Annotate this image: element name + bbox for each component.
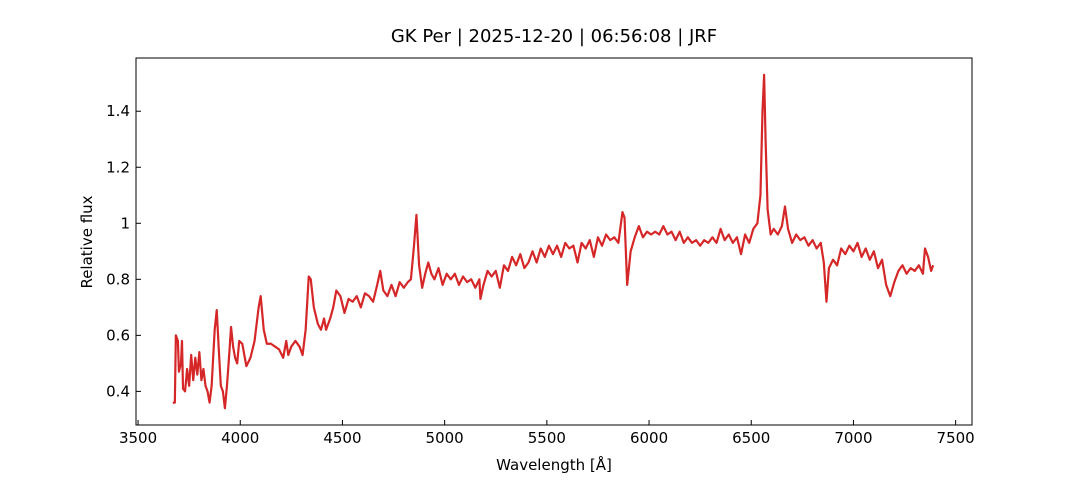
y-tick-label: 1.4 bbox=[106, 102, 130, 120]
plot-frame bbox=[135, 57, 973, 426]
y-tick-label: 1.2 bbox=[106, 158, 130, 176]
x-tick-label: 7500 bbox=[937, 429, 975, 447]
y-tick-label: 1 bbox=[120, 214, 130, 232]
x-tick-label: 3500 bbox=[119, 429, 157, 447]
y-tick-label: 0.8 bbox=[106, 270, 130, 288]
spectrum-line bbox=[172, 73, 935, 410]
y-tick-label: 0.6 bbox=[106, 326, 130, 344]
x-tick-label: 4000 bbox=[221, 429, 259, 447]
y-tick-label: 0.4 bbox=[106, 382, 130, 400]
x-tick-label: 5000 bbox=[426, 429, 464, 447]
x-tick-label: 5500 bbox=[528, 429, 566, 447]
x-tick-label: 4500 bbox=[323, 429, 361, 447]
x-tick-label: 6500 bbox=[732, 429, 770, 447]
y-axis-label: Relative flux bbox=[78, 195, 96, 288]
x-tick-label: 6000 bbox=[630, 429, 668, 447]
x-axis-label: Wavelength [Å] bbox=[496, 455, 612, 474]
x-tick-label: 7000 bbox=[834, 429, 872, 447]
chart-title: GK Per | 2025-12-20 | 06:56:08 | JRF bbox=[391, 26, 717, 47]
